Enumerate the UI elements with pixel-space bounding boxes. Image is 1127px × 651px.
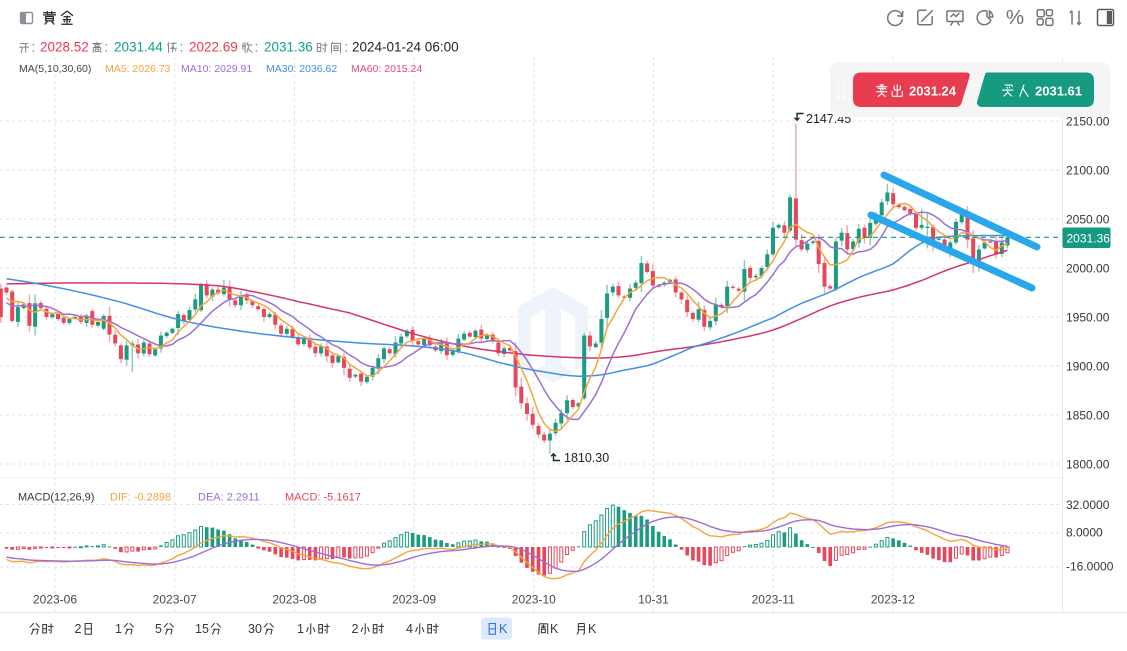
svg-text::: : — [345, 40, 349, 55]
svg-text:1900.00: 1900.00 — [1066, 359, 1110, 373]
svg-text:2: 2 — [75, 622, 82, 636]
svg-text:2031.36: 2031.36 — [1067, 232, 1111, 246]
svg-text:2031.36: 2031.36 — [264, 40, 313, 55]
svg-text:K: K — [499, 622, 508, 636]
svg-text:1950.00: 1950.00 — [1066, 310, 1110, 324]
svg-text:2023-10: 2023-10 — [512, 593, 556, 607]
svg-text:K: K — [550, 622, 559, 636]
svg-text:2: 2 — [352, 622, 359, 636]
svg-text:MA60: 2015.24: MA60: 2015.24 — [351, 63, 422, 75]
svg-text:DEA: 2.2911: DEA: 2.2911 — [198, 492, 260, 504]
svg-text:2024-01-24 06:00: 2024-01-24 06:00 — [352, 40, 459, 55]
svg-text:K: K — [588, 622, 597, 636]
svg-text:2031.61: 2031.61 — [1035, 84, 1082, 99]
svg-text:2022.69: 2022.69 — [189, 40, 238, 55]
svg-text:2028.52: 2028.52 — [40, 40, 89, 55]
svg-text:2100.00: 2100.00 — [1066, 163, 1110, 177]
svg-text:MA30: 2036.62: MA30: 2036.62 — [266, 63, 337, 75]
svg-text:2150.00: 2150.00 — [1066, 114, 1110, 128]
svg-text:15: 15 — [195, 622, 209, 636]
svg-text:MA(5,10,30,60): MA(5,10,30,60) — [19, 63, 91, 75]
svg-text:-16.0000: -16.0000 — [1066, 559, 1114, 573]
svg-text:1800.00: 1800.00 — [1066, 457, 1110, 471]
svg-text:2023-06: 2023-06 — [33, 593, 77, 607]
svg-text:1: 1 — [115, 622, 122, 636]
svg-text:MA5: 2026.73: MA5: 2026.73 — [105, 63, 171, 75]
svg-text::: : — [255, 40, 259, 55]
svg-text:2023-09: 2023-09 — [392, 593, 436, 607]
svg-text:DIF: -0.2898: DIF: -0.2898 — [110, 492, 171, 504]
svg-text::: : — [32, 40, 36, 55]
svg-text:2023-08: 2023-08 — [272, 593, 316, 607]
svg-text:MA10: 2029.91: MA10: 2029.91 — [181, 63, 252, 75]
svg-text:1810.30: 1810.30 — [564, 451, 609, 465]
svg-text:10-31: 10-31 — [638, 593, 669, 607]
svg-text:2031.44: 2031.44 — [114, 40, 163, 55]
svg-text::: : — [180, 40, 184, 55]
svg-text::: : — [105, 40, 109, 55]
svg-text:5: 5 — [155, 622, 162, 636]
svg-text:2023-11: 2023-11 — [752, 593, 795, 607]
svg-text:2031.24: 2031.24 — [909, 84, 957, 99]
svg-text:%: % — [1006, 6, 1024, 29]
svg-text:2023-12: 2023-12 — [871, 593, 915, 607]
svg-text:4: 4 — [406, 622, 413, 636]
svg-text:2000.00: 2000.00 — [1066, 261, 1110, 275]
svg-text:2050.00: 2050.00 — [1066, 212, 1110, 226]
svg-text:1850.00: 1850.00 — [1066, 408, 1110, 422]
svg-text:32.0000: 32.0000 — [1066, 498, 1110, 512]
svg-text:8.0000: 8.0000 — [1066, 525, 1103, 539]
svg-text:2023-07: 2023-07 — [153, 593, 197, 607]
svg-text:MACD: -5.1617: MACD: -5.1617 — [285, 492, 361, 504]
svg-text:MACD(12,26,9): MACD(12,26,9) — [18, 492, 94, 504]
svg-text:30: 30 — [248, 622, 262, 636]
svg-text:1: 1 — [297, 622, 304, 636]
